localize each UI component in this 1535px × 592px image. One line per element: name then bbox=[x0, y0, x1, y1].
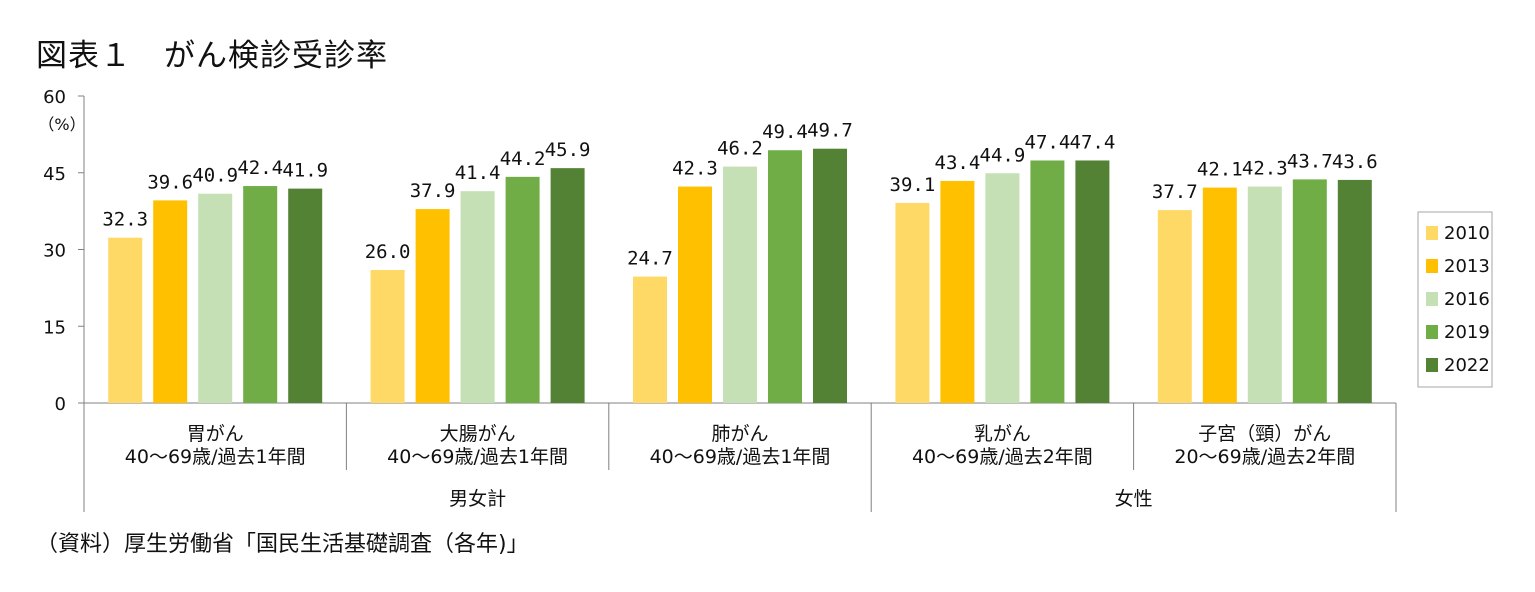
value-label: 44.9 bbox=[980, 144, 1026, 166]
value-label: 37.9 bbox=[410, 180, 456, 202]
category-sublabel: 20～69歳/過去2年間 bbox=[1174, 446, 1355, 468]
value-label: 39.6 bbox=[147, 171, 193, 193]
bar-2016 bbox=[460, 191, 495, 403]
value-label: 42.1 bbox=[1197, 159, 1243, 181]
category-label: 子宮（頸）がん bbox=[1198, 423, 1331, 445]
source-note: （資料）厚生労働省「国民生活基礎調査（各年)」 bbox=[36, 532, 529, 557]
bar-2022 bbox=[288, 188, 323, 403]
bar-2016 bbox=[198, 193, 233, 403]
category-sublabel: 40～69歳/過去1年間 bbox=[125, 446, 306, 468]
value-label: 43.4 bbox=[935, 152, 981, 174]
bar-2013 bbox=[678, 186, 712, 403]
bar-2022 bbox=[550, 168, 585, 403]
value-label: 46.2 bbox=[717, 138, 763, 160]
value-label: 43.6 bbox=[1332, 151, 1378, 173]
bar-2022 bbox=[813, 148, 847, 403]
bar-2010 bbox=[1157, 210, 1192, 403]
bar-2019 bbox=[1292, 179, 1327, 403]
bar-2019 bbox=[1030, 160, 1065, 403]
legend-label: 2016 bbox=[1444, 289, 1490, 310]
value-label: 47.4 bbox=[1025, 131, 1071, 153]
group-label: 女性 bbox=[1115, 488, 1153, 510]
bar-2013 bbox=[1202, 187, 1237, 403]
bar-2010 bbox=[108, 237, 143, 403]
bar-2013 bbox=[153, 200, 188, 403]
value-label: 43.7 bbox=[1287, 150, 1333, 172]
bar-2019 bbox=[243, 186, 278, 403]
legend-label: 2010 bbox=[1444, 223, 1490, 244]
value-label: 26.0 bbox=[365, 241, 411, 263]
bar-2019 bbox=[768, 150, 802, 403]
value-label: 44.2 bbox=[500, 148, 546, 170]
value-label: 37.7 bbox=[1152, 181, 1198, 203]
category-label: 乳がん bbox=[974, 423, 1031, 445]
category-sublabel: 40～69歳/過去1年間 bbox=[650, 446, 831, 468]
bar-2022 bbox=[1337, 179, 1372, 403]
bar-2022 bbox=[1075, 160, 1110, 403]
value-label: 41.9 bbox=[282, 160, 328, 182]
legend-swatch-2022 bbox=[1426, 358, 1438, 372]
bar-2010 bbox=[895, 202, 930, 403]
bar-2019 bbox=[505, 176, 540, 403]
value-label: 42.4 bbox=[237, 157, 283, 179]
bar-2013 bbox=[940, 180, 975, 403]
bar-2010 bbox=[370, 269, 405, 403]
bar-2013 bbox=[415, 209, 450, 403]
bar-2010 bbox=[633, 276, 667, 403]
category-label: 肺がん bbox=[711, 423, 768, 445]
category-sublabel: 40～69歳/過去1年間 bbox=[387, 446, 568, 468]
legend-label: 2022 bbox=[1444, 355, 1490, 376]
value-label: 45.9 bbox=[545, 139, 591, 161]
bar-2016 bbox=[1247, 186, 1282, 403]
value-label: 24.7 bbox=[627, 248, 673, 270]
category-sublabel: 40～69歳/過去2年間 bbox=[912, 446, 1093, 468]
legend-swatch-2013 bbox=[1426, 259, 1438, 273]
value-label: 47.4 bbox=[1070, 131, 1116, 153]
y-tick-label: 30 bbox=[43, 241, 66, 262]
bar-2016 bbox=[985, 173, 1020, 403]
group-label: 男女計 bbox=[449, 488, 506, 510]
category-label: 胃がん bbox=[187, 423, 244, 445]
value-label: 49.7 bbox=[807, 120, 853, 142]
legend-swatch-2016 bbox=[1426, 292, 1438, 306]
value-label: 32.3 bbox=[102, 209, 148, 231]
bar-2016 bbox=[723, 166, 757, 403]
category-label: 大腸がん bbox=[440, 423, 516, 445]
legend-label: 2019 bbox=[1444, 322, 1490, 343]
legend-swatch-2010 bbox=[1426, 226, 1438, 240]
legend-swatch-2019 bbox=[1426, 325, 1438, 339]
chart-title: 図表１ がん検診受診率 bbox=[36, 38, 388, 74]
y-tick-label: 15 bbox=[43, 317, 66, 338]
value-label: 42.3 bbox=[672, 158, 718, 180]
value-label: 42.3 bbox=[1242, 158, 1288, 180]
y-tick-label: 45 bbox=[43, 164, 66, 185]
value-label: 41.4 bbox=[455, 162, 501, 184]
value-label: 49.4 bbox=[762, 121, 808, 143]
value-label: 40.9 bbox=[192, 165, 238, 187]
value-label: 39.1 bbox=[890, 174, 936, 196]
y-tick-label: 60 bbox=[43, 87, 66, 108]
legend-label: 2013 bbox=[1444, 256, 1490, 277]
y-axis-unit: （%） bbox=[38, 115, 85, 134]
y-tick-label: 0 bbox=[55, 394, 66, 415]
